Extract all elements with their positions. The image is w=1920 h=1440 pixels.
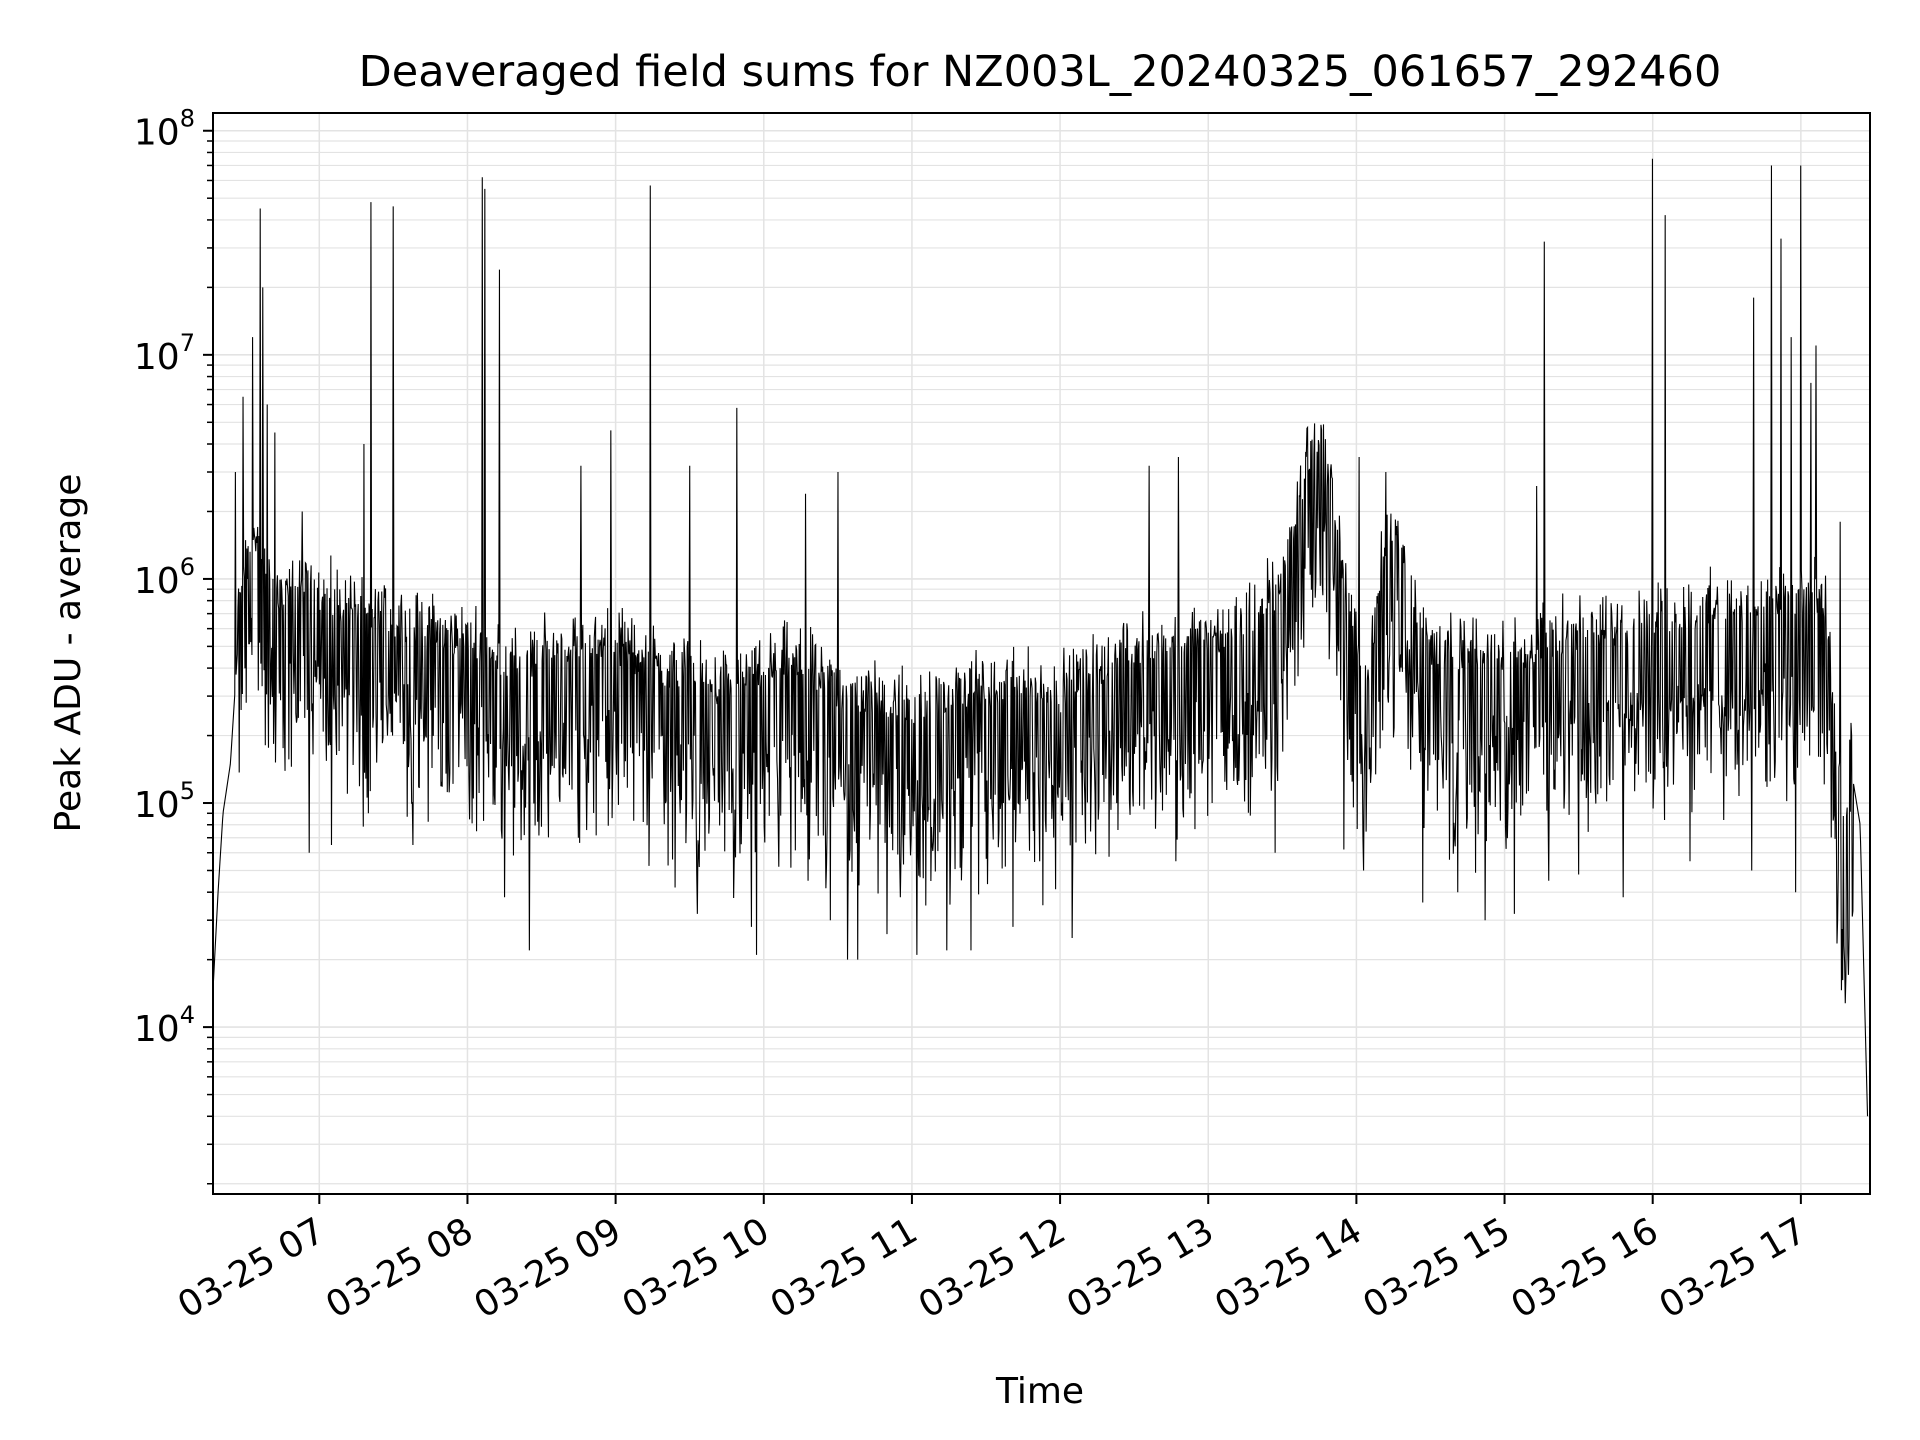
y-tick-label: 108 [134,105,195,154]
plot-frame [212,112,1871,1195]
y-tick-label: 104 [134,1001,195,1050]
y-axis-label: Peak ADU - average [48,474,89,833]
x-axis-label: Time [995,1371,1084,1412]
series-line [213,158,1869,1117]
series-group [213,158,1869,1117]
y-tick-label: 106 [134,553,195,602]
plot-area [213,158,1869,1117]
y-tick-label: 105 [134,777,195,826]
y-tick-label: 107 [134,329,195,378]
chart-title: Deaveraged field sums for NZ003L_2024032… [359,47,1722,97]
y-axis: 104 105 106 107 108 [134,105,213,1185]
